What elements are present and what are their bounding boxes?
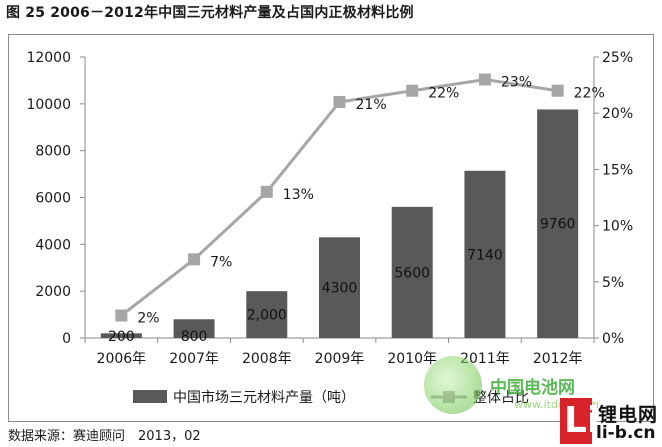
- x-tick-label: 2006年: [97, 351, 147, 367]
- bar-value-label: 800: [181, 329, 208, 345]
- y-right-tick-label: 10%: [602, 219, 633, 235]
- line-value-label: 22%: [574, 86, 605, 102]
- legend-line-label: 整体占比: [473, 390, 529, 406]
- logo-name: 锂电网: [598, 404, 659, 426]
- line-marker-4: [406, 84, 419, 97]
- y-right-tick-label: 25%: [602, 50, 633, 66]
- y-left-tick-label: 6000: [35, 191, 71, 207]
- bar-1: [173, 319, 215, 338]
- y-left-tick-label: 4000: [35, 237, 71, 253]
- x-tick-label: 2010年: [387, 351, 437, 367]
- bar-2: [246, 291, 288, 338]
- y-left-tick-label: 0: [62, 331, 71, 347]
- line-value-label: 21%: [356, 97, 387, 113]
- bar-value-label: 4300: [322, 281, 358, 297]
- legend-bar-swatch: [133, 390, 167, 403]
- watermark-site-name: 中国电池网: [490, 378, 575, 398]
- y-right-tick-label: 5%: [602, 275, 624, 291]
- chart-legend: 中国市场三元材料产量（吨） 整体占比: [133, 389, 529, 406]
- bar-value-label: 9760: [540, 217, 576, 233]
- bar-5: [464, 170, 506, 338]
- bar-0: [100, 333, 142, 338]
- logo-url: li-b.cn: [596, 423, 656, 443]
- y-right-tick-label: 20%: [602, 106, 633, 122]
- x-tick-label: 2008年: [242, 351, 292, 367]
- x-tick-label: 2009年: [315, 351, 365, 367]
- y-left-tick-label: 2000: [35, 284, 71, 300]
- legend-bar-label: 中国市场三元材料产量（吨）: [173, 389, 355, 406]
- line-marker-1: [188, 253, 201, 266]
- chart-frame: [8, 34, 654, 422]
- x-tick-label: 2012年: [533, 351, 583, 367]
- line-marker-0: [115, 309, 128, 322]
- bar-3: [319, 237, 360, 338]
- y-left-tick-label: 10000: [26, 97, 71, 113]
- line-value-label: 22%: [428, 86, 459, 102]
- bar-value-label: 7140: [467, 247, 503, 263]
- figure-title: 图 25 2006－2012年中国三元材料产量及占国内正极材料比例: [6, 5, 414, 21]
- source-note: 数据来源：赛迪顾问 2013，02: [8, 429, 201, 444]
- line-value-label: 13%: [283, 187, 314, 203]
- x-tick-label: 2007年: [169, 351, 219, 367]
- data-labels: 200 800 2,000 4300 5600 7140 9760 2% 7% 13% 21% 22%…: [108, 74, 605, 345]
- y-left-tick-label: 8000: [35, 144, 71, 160]
- line-marker-2: [260, 185, 273, 198]
- bar-value-label: 2,000: [247, 308, 287, 324]
- bar-6: [537, 109, 579, 338]
- watermark-globe-icon: [424, 356, 482, 414]
- line-marker-6: [551, 84, 564, 97]
- line-value-label: 23%: [501, 74, 532, 90]
- y-right-tick-label: 15%: [602, 162, 633, 178]
- li-logo-icon: Li: [560, 398, 599, 444]
- line-value-label: 2%: [137, 311, 159, 327]
- bar-value-label: 5600: [394, 265, 430, 281]
- logo-letter: Li: [564, 400, 600, 441]
- y-left-tick-label: 12000: [26, 50, 71, 66]
- bar-series: [100, 109, 579, 338]
- line-marker-5: [478, 73, 491, 86]
- line-series: [115, 73, 564, 322]
- y-right-tick-label: 0%: [602, 331, 624, 347]
- bar-value-label: 200: [108, 329, 135, 345]
- chart-axes: 0 2000 4000 6000 8000 10000 12000 0% 5% 10% 15% 20%…: [26, 50, 633, 367]
- line-value-label: 7%: [210, 254, 232, 270]
- bar-4: [391, 206, 433, 338]
- line-marker-3: [333, 95, 346, 108]
